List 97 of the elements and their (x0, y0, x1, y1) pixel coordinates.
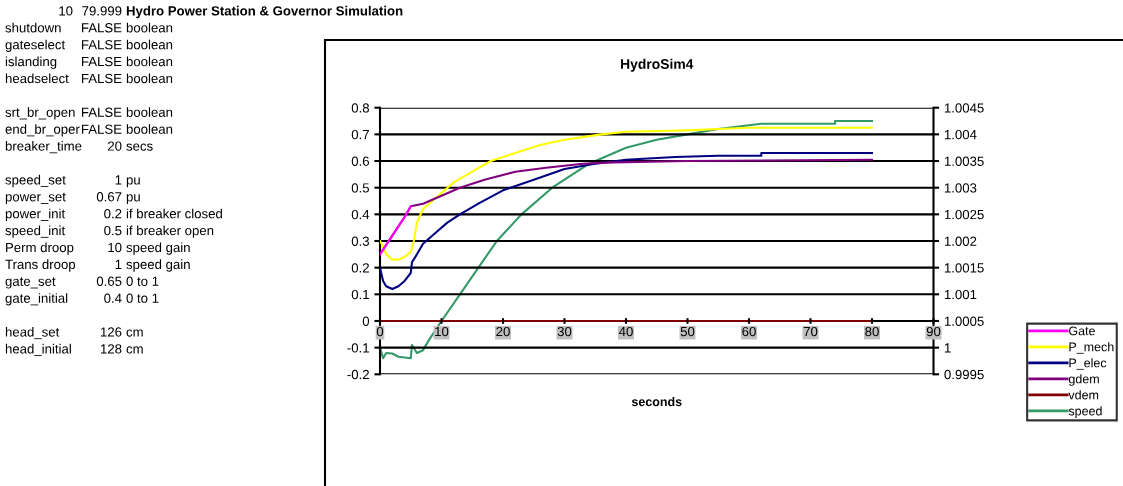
text: 0 to 1 (126, 276, 159, 286)
text: 0.4 (104, 293, 122, 303)
text: Trans droop (5, 259, 76, 272)
text: FALSE (82, 23, 122, 33)
text: pu (126, 177, 140, 188)
text: boolean (126, 107, 173, 117)
text: 79.999 (82, 6, 122, 16)
text: if breaker open (126, 225, 214, 238)
y2-tick-label: 0.9995 (944, 369, 984, 380)
x-tick-label: 50 (680, 326, 695, 337)
y-tick-label: 0.8 (351, 103, 370, 113)
y2-tick-label: 1.002 (944, 236, 977, 246)
text: gate_set (5, 277, 56, 289)
text: 0.2 (104, 209, 122, 219)
x-tick-label: 30 (557, 326, 572, 337)
text: boolean (126, 73, 173, 84)
legend-label: vdem (1068, 390, 1099, 400)
text: 0.67 (96, 192, 122, 202)
chart-title: HydroSim4 (621, 58, 694, 72)
text: 10 (59, 6, 73, 16)
text: head_set (5, 326, 60, 340)
text: FALSE (82, 40, 122, 50)
legend-label: P_mech (1069, 342, 1114, 354)
x-tick-label: 0 (376, 326, 384, 337)
y-tick-label: 0.6 (351, 156, 370, 166)
y-tick-label: 0.7 (351, 129, 369, 140)
y2-tick-label: 1.0005 (944, 316, 984, 326)
text: cm (126, 329, 143, 337)
text: speed gain (126, 259, 190, 272)
x-tick-label: 10 (435, 326, 449, 337)
text: power_init (5, 208, 66, 221)
y2-tick-label: 1.0045 (944, 103, 984, 113)
y-tick-label: -0.1 (347, 343, 369, 353)
y2-tick-label: 1.0015 (944, 263, 984, 273)
x-tick-label: 60 (742, 326, 756, 337)
text: 20 (107, 141, 122, 151)
x-tick-label: 20 (496, 326, 510, 337)
text: if breaker closed (126, 208, 222, 219)
y-tick-label: 0.3 (351, 236, 370, 246)
text: boolean (126, 56, 173, 67)
text: head_initial (5, 343, 71, 357)
y-tick-label: 0 (362, 316, 370, 326)
x-tick-label: 70 (803, 326, 818, 337)
text: 0.5 (104, 225, 122, 236)
text: gate_initial (5, 293, 68, 306)
legend-label: P_elec (1069, 358, 1107, 370)
text: 1 (115, 175, 122, 185)
line-series (380, 205, 412, 256)
text: islanding (5, 56, 57, 69)
y2-tick-label: 1.0035 (944, 156, 984, 166)
y2-tick-label: 1.004 (944, 129, 977, 140)
text: FALSE (82, 107, 122, 117)
x-tick-label: 80 (865, 326, 879, 337)
line-series (380, 151, 874, 291)
y-tick-label: 0.2 (351, 263, 369, 273)
text: headselect (5, 73, 69, 84)
y2-tick-label: 1.001 (944, 289, 977, 300)
text: speed_init (5, 225, 66, 238)
text: power_set (5, 192, 66, 205)
text: pu (126, 194, 140, 205)
text: gateselect (5, 39, 66, 52)
y-tick-label: 0.5 (351, 183, 370, 193)
text: secs (126, 143, 153, 151)
x-tick-label: 40 (618, 326, 633, 337)
text: breaker_time (5, 141, 82, 154)
text: Perm droop (6, 242, 74, 255)
line-series (380, 126, 874, 261)
text: 1 (115, 259, 122, 269)
text: 10 (108, 242, 122, 253)
y2-tick-label: 1.0025 (944, 209, 984, 220)
legend-label: Gate (1069, 326, 1095, 336)
y-tick-label: 0.1 (351, 289, 369, 300)
x-tick-label: 90 (926, 326, 941, 337)
text: end_br_oper (5, 124, 80, 137)
text: FALSE (82, 56, 122, 67)
legend-label: speed (1068, 406, 1102, 418)
y2-tick-label: 1 (944, 343, 951, 353)
y2-tick-label: 1.003 (944, 183, 977, 193)
text: boolean (126, 124, 173, 134)
text: speed gain (126, 242, 190, 255)
text: 126 (100, 327, 122, 337)
text: FALSE (82, 73, 122, 84)
y-tick-label: 0.4 (351, 209, 370, 220)
legend-label: gdem (1068, 374, 1099, 386)
y-tick-label: -0.2 (347, 369, 369, 380)
text: boolean (126, 22, 173, 33)
text: cm (126, 346, 143, 354)
text: 0.65 (96, 276, 122, 286)
x-axis-title: seconds (631, 396, 682, 407)
text: FALSE (82, 124, 122, 134)
text: srt_br_open (5, 107, 75, 120)
text: 128 (100, 344, 122, 354)
text: Hydro Power Station & Governor Simulation (126, 5, 403, 19)
text: shutdown (5, 22, 61, 33)
text: speed_set (5, 174, 66, 188)
text: 0 to 1 (126, 293, 159, 303)
text: boolean (126, 39, 173, 50)
